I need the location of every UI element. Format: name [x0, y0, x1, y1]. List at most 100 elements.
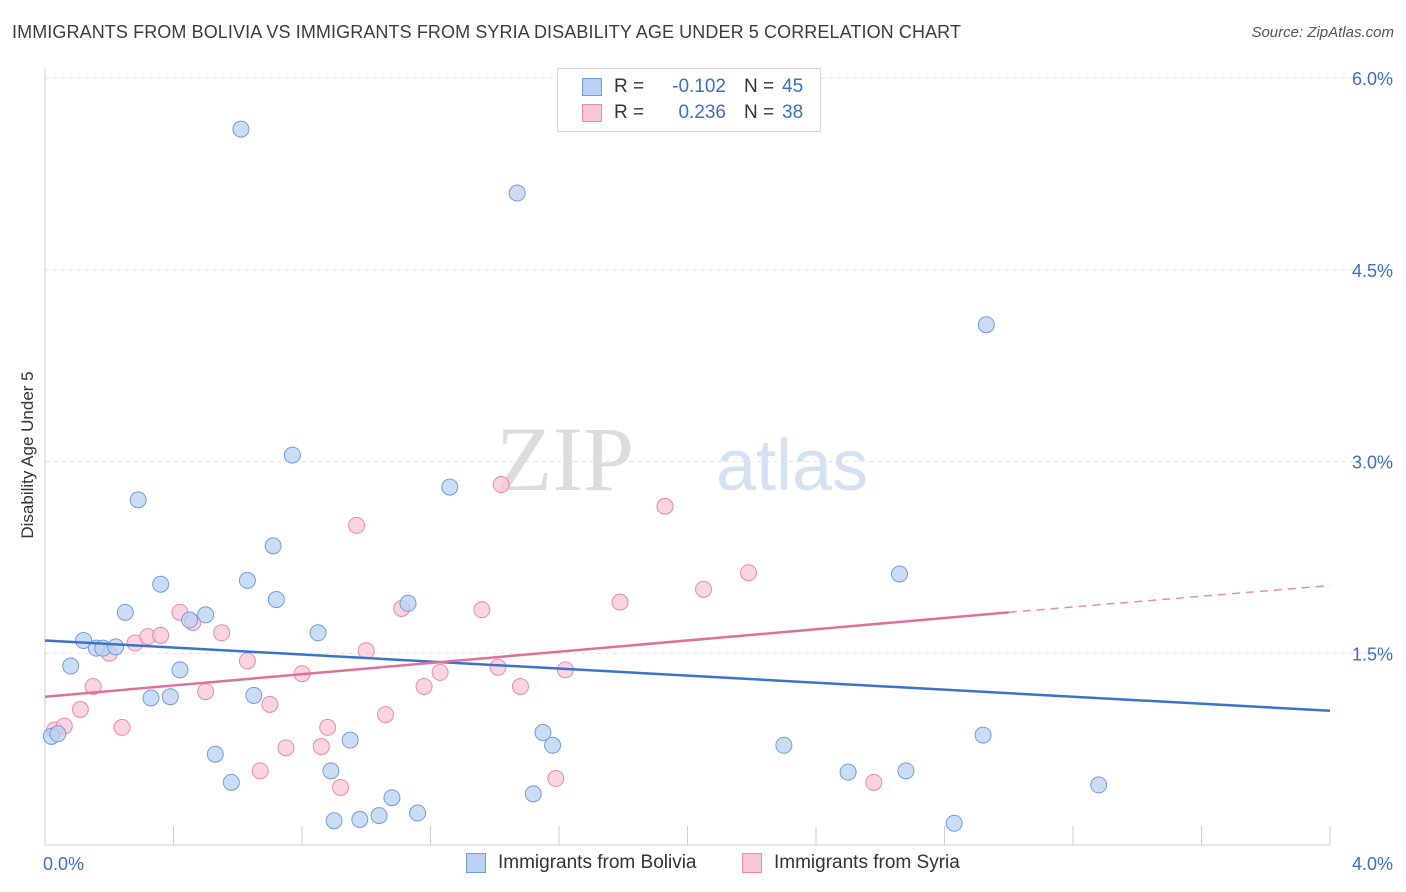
syria-trend-line	[44, 611, 1009, 698]
syria-swatch	[582, 104, 602, 122]
source-credit: Source: ZipAtlas.com	[1251, 24, 1394, 41]
r-label: R =	[614, 102, 645, 123]
watermark-atlas: atlas	[716, 426, 868, 506]
legend-row-syria: R = 0.236 N = 38	[582, 101, 803, 125]
syria-point	[377, 706, 395, 724]
bolivia-legend-swatch	[466, 853, 486, 873]
watermark-zip: ZIP	[496, 408, 634, 510]
syria-point	[312, 738, 330, 756]
syria-point	[71, 700, 89, 718]
bolivia-point	[534, 724, 552, 742]
bolivia-point	[283, 446, 301, 464]
syria-point	[695, 580, 713, 598]
y-tick-label: 1.5%	[1352, 644, 1393, 664]
r-value: -0.102	[672, 76, 726, 97]
tick-labels: 1.5% 3.0% 4.5% 6.0% 0.0% 4.0%	[43, 69, 1393, 874]
syria-point	[113, 718, 131, 736]
bolivia-point	[891, 565, 909, 583]
bolivia-point	[49, 725, 67, 743]
syria-point	[415, 677, 433, 695]
bolivia-point	[775, 736, 793, 754]
bolivia-point	[197, 606, 215, 624]
y-tick-label: 3.0%	[1352, 453, 1393, 473]
bolivia-point	[75, 631, 93, 649]
syria-point	[348, 516, 366, 534]
bolivia-point	[1090, 776, 1108, 794]
legend-row-bolivia: R = -0.102 N = 45	[582, 75, 803, 99]
bolivia-point	[245, 686, 263, 704]
bolivia-point	[161, 688, 179, 706]
bolivia-point	[409, 804, 427, 822]
bolivia-point	[142, 689, 160, 707]
syria-point	[865, 773, 883, 791]
bolivia-point	[524, 785, 542, 803]
bolivia-point	[399, 594, 417, 612]
bolivia-point	[181, 611, 199, 629]
data-points	[42, 120, 1108, 832]
y-tick-label: 4.5%	[1352, 261, 1393, 281]
n-label: N =	[744, 102, 775, 123]
series-legend: Immigrants from Bolivia Immigrants from …	[0, 852, 1406, 878]
syria-point	[152, 626, 170, 644]
syria-point	[492, 476, 510, 494]
bolivia-point	[383, 789, 401, 807]
gridlines	[45, 77, 1395, 654]
bolivia-point	[322, 762, 340, 780]
syria-point	[547, 770, 565, 788]
y-tick-label: 6.0%	[1352, 69, 1393, 89]
bolivia-point	[264, 537, 282, 555]
syria-point	[261, 695, 279, 713]
legend-label-bolivia: Immigrants from Bolivia	[498, 852, 697, 873]
bolivia-point	[116, 603, 134, 621]
bolivia-point	[544, 736, 562, 754]
legend-item-syria[interactable]: Immigrants from Syria	[742, 852, 960, 874]
x-tick-label: 0.0%	[43, 854, 84, 874]
syria-point	[511, 677, 529, 695]
syria-point	[332, 778, 350, 796]
y-axis-label: Disability Age Under 5	[18, 371, 37, 539]
r-value: 0.236	[678, 102, 726, 123]
axes	[44, 68, 1331, 846]
syria-point	[277, 739, 295, 757]
bolivia-swatch	[582, 78, 602, 96]
n-label: N =	[744, 76, 775, 97]
legend-item-bolivia[interactable]: Immigrants from Bolivia	[466, 852, 697, 874]
bolivia-point	[107, 638, 125, 656]
n-value: 45	[782, 76, 804, 97]
bolivia-point	[232, 120, 250, 138]
correlation-legend: R = -0.102 N = 45 R = 0.236 N = 38	[557, 68, 821, 132]
trend-lines	[44, 584, 1331, 713]
bolivia-point	[222, 773, 240, 791]
syria-point	[238, 652, 256, 670]
bolivia-point	[309, 624, 327, 642]
syria-point	[213, 624, 231, 642]
syria-point	[489, 658, 507, 676]
syria-point	[611, 593, 629, 611]
syria-point	[319, 718, 337, 736]
syria-trend-extension	[1008, 584, 1331, 614]
bolivia-point	[129, 491, 147, 509]
r-label: R =	[614, 76, 645, 97]
x-tick-label: 4.0%	[1352, 854, 1393, 874]
syria-point	[740, 564, 758, 582]
bolivia-point	[152, 575, 170, 593]
bolivia-point	[325, 812, 343, 830]
bolivia-point	[441, 478, 459, 496]
syria-point	[656, 497, 674, 515]
syria-point	[197, 683, 215, 701]
bolivia-point	[351, 810, 369, 828]
bolivia-point	[977, 316, 995, 334]
syria-point	[84, 677, 102, 695]
bolivia-point	[341, 731, 359, 749]
bolivia-point	[839, 763, 857, 781]
bolivia-point	[267, 591, 285, 609]
bolivia-point	[974, 726, 992, 744]
bolivia-point	[508, 184, 526, 202]
bolivia-point	[370, 807, 388, 825]
bolivia-point	[171, 661, 189, 679]
bolivia-trend-line	[44, 639, 1331, 713]
bolivia-point	[238, 571, 256, 589]
syria-point	[473, 601, 491, 619]
syria-point	[251, 762, 269, 780]
